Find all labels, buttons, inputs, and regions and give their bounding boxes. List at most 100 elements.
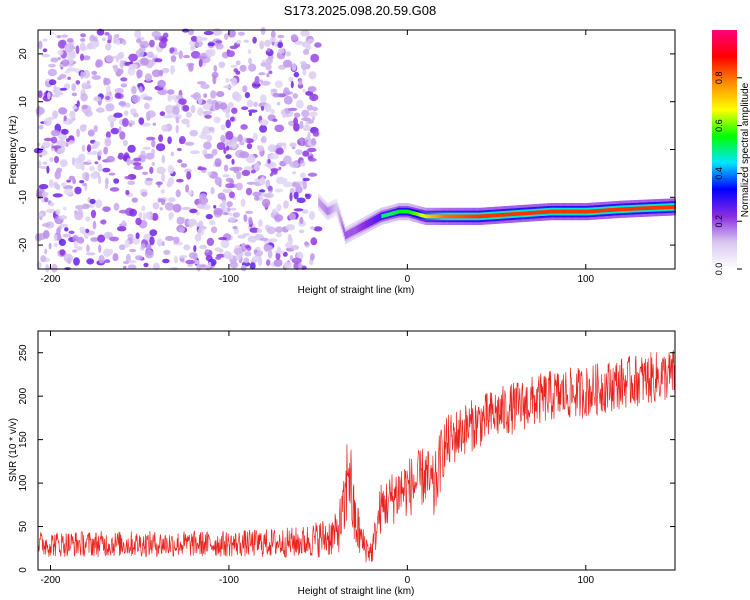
spectrogram-signal-cell [465, 214, 468, 219]
spectrogram-noise-blob [299, 120, 304, 130]
spectrogram-noise-blob [144, 102, 150, 110]
spectrogram-signal-cell [480, 214, 483, 219]
spectrogram-signal-cell [442, 214, 444, 219]
spectrogram-signal-cell [630, 206, 632, 211]
spectrogram-signal-cell [382, 214, 384, 218]
spectrogram-noise-blob [144, 249, 154, 259]
spectrogram-signal-cell [393, 211, 395, 215]
snr-x-tick-label: -200 [40, 575, 60, 586]
spectrogram-signal-cell [615, 207, 618, 212]
spectrogram-noise-blob [119, 59, 124, 69]
spectrogram-noise-blob [270, 30, 276, 39]
spectrogram-noise-blob [213, 205, 217, 209]
spectrogram-signal-cell [620, 207, 622, 212]
spectrogram-noise-blob [47, 92, 51, 100]
spectrogram-signal-cell [554, 209, 556, 214]
spectrogram-noise-blob [240, 124, 248, 130]
spectrogram-noise-blob [244, 92, 250, 99]
spectrogram-signal-cell [355, 226, 357, 234]
spectrogram-signal-cell [645, 206, 647, 211]
spectrogram-signal-cell [662, 205, 665, 210]
spectrogram-signal-cell [475, 214, 477, 219]
spectrogram-noise-blob [52, 110, 58, 119]
spectrogram-signal-cell [441, 214, 443, 219]
spectrogram-noise-blob [97, 163, 103, 172]
spectrogram-signal-cell [654, 205, 656, 210]
spectrogram-signal-cell [362, 222, 364, 231]
spectrogram-noise-blob [270, 88, 278, 93]
spectrogram-noise-blob [62, 233, 71, 238]
spectrogram-noise-blob [141, 191, 148, 197]
spectrogram-noise-blob [97, 234, 106, 243]
spectrogram-noise-blob [71, 83, 76, 92]
spectrogram-signal-cell [339, 214, 341, 223]
spectrogram-noise-blob [145, 211, 152, 220]
spectrogram-noise-blob [226, 201, 233, 208]
spectrogram-noise-blob [140, 243, 146, 249]
spectrogram-noise-blob [37, 90, 43, 98]
spectrogram-noise-blob [113, 34, 117, 44]
spectrogram-noise-blob [308, 157, 317, 162]
spectrogram-noise-blob [291, 257, 302, 264]
spectrogram-noise-blob [47, 68, 58, 77]
spectrogram-noise-blob [103, 231, 113, 239]
spectrogram-noise-blob [266, 259, 271, 266]
spectrogram-noise-blob [133, 112, 139, 118]
spectrogram-noise-blob [87, 129, 95, 137]
spectrogram-signal-cell [369, 218, 371, 227]
spectrogram-signal-cell [658, 205, 660, 210]
spectrogram-signal-cell [585, 209, 588, 214]
spectrogram-signal-cell [319, 199, 321, 207]
spectrogram-noise-blob [248, 63, 257, 72]
spectrogram-noise-blob [254, 75, 260, 85]
spectrogram-signal-cell [431, 214, 433, 219]
spectrogram-noise-blob [90, 209, 97, 219]
spectrogram-noise-blob [124, 239, 130, 248]
spectrogram-noise-blob [105, 95, 111, 101]
spectrogram-signal-cell [597, 208, 599, 213]
spectrogram-noise-blob [198, 58, 203, 68]
spectrogram-noise-blob [240, 264, 247, 272]
spectrogram-noise-blob [288, 107, 298, 111]
spectrogram-signal-cell [673, 205, 675, 209]
spectrogram-noise-blob [146, 110, 156, 118]
spectrogram-noise-blob [120, 77, 128, 82]
spectrogram-signal-cell [333, 204, 335, 213]
spectrogram-noise-blob [299, 216, 304, 225]
spectrogram-noise-blob [100, 219, 107, 225]
spectrogram-signal-cell [614, 207, 616, 212]
spectrogram-signal-cell [401, 209, 403, 214]
spectrogram-noise-blob [290, 80, 294, 89]
figure-title: S173.2025.098.20.59.G08 [284, 3, 437, 18]
spectrogram-signal-cell [621, 207, 623, 212]
spectrogram-signal-cell [653, 205, 655, 210]
spectrogram-signal-cell [349, 229, 351, 237]
spectrogram-noise-blob [57, 56, 61, 61]
spectrogram-noise-blob [107, 39, 112, 44]
spectrogram-noise-blob [283, 261, 292, 269]
spectrogram-signal-cell [394, 210, 396, 215]
spectrogram-signal-cell [657, 205, 659, 210]
spectrogram-noise-blob [161, 124, 170, 132]
spectrogram-noise-blob [58, 238, 66, 246]
spectrogram-signal-cell [513, 212, 515, 216]
spectrogram-signal-cell [387, 212, 389, 217]
spectrogram-noise-blob [104, 259, 111, 264]
spectrogram-noise-blob [151, 212, 159, 221]
spectrogram-noise-blob [105, 177, 109, 186]
spectrogram-noise-blob [197, 55, 208, 60]
spectrogram-signal-cell [575, 209, 577, 214]
spectrogram-noise-blob [129, 248, 137, 253]
spectrogram-signal-cell [624, 207, 626, 211]
spectrogram-signal-cell [570, 209, 573, 214]
spectrogram-noise-blob [212, 28, 222, 36]
spectrogram-noise-blob [232, 212, 240, 218]
spectrogram-signal-cell [334, 204, 336, 212]
spectrogram-signal-cell [601, 208, 604, 213]
spectrogram-signal-cell [354, 226, 356, 235]
spectrogram-noise-blob [79, 180, 85, 184]
spectrogram-noise-blob [261, 135, 267, 144]
spectrogram-signal-cell [540, 210, 543, 215]
spectrogram-noise-blob [113, 178, 120, 184]
spectrogram-signal-cell [373, 216, 376, 224]
